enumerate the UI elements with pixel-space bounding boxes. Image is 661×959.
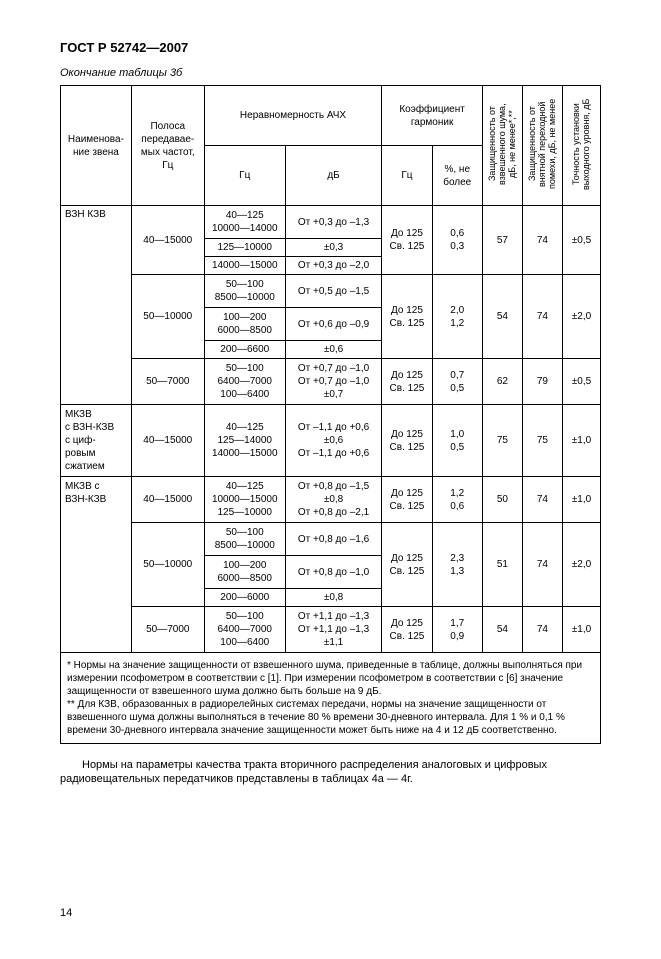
hz-cell: 40—125125—1400014000—15000 [204,405,285,477]
db-cell: ±0,3 [285,239,382,257]
hz-cell: 50—1006400—7000100—6400 [204,607,285,653]
band-cell: 50—10000 [131,275,204,359]
band-cell: 40—15000 [131,206,204,275]
hz-cell: 100—2006000—8500 [204,556,285,589]
cross-cell: 79 [522,359,562,405]
db-cell: От –1,1 до +0,6±0,6От –1,1 до +0,6 [285,405,382,477]
table-caption: Окончание таблицы 3б [60,67,601,79]
table-note: * Нормы на значение защищенности от взве… [61,653,601,744]
noise-cell: 75 [482,405,522,477]
acc-cell: ±0,5 [562,206,600,275]
col-harm: Коэффициентгармоник [399,104,465,128]
col-name: Наименова-ние звена [68,134,124,158]
acc-cell: ±0,5 [562,359,600,405]
db-cell: ±0,8 [285,589,382,607]
khz-cell: До 125Св. 125 [382,477,432,523]
db-cell: От +0,6 до –0,9 [285,308,382,341]
khz-cell: До 125Св. 125 [382,206,432,275]
col-afc: Неравномерность АЧХ [240,110,346,121]
hz-cell: 50—1008500—10000 [204,523,285,556]
band-cell: 40—15000 [131,405,204,477]
cross-cell: 75 [522,405,562,477]
sub-hz: Гц [239,170,250,181]
kpc-cell: 1,00,5 [432,405,482,477]
acc-cell: ±2,0 [562,275,600,359]
db-cell: От +0,5 до –1,5 [285,275,382,308]
col-noise: Защищенность отвзвешенного шума,дБ, не м… [487,89,517,199]
band-cell: 40—15000 [131,477,204,523]
hz-cell: 50—1008500—10000 [204,275,285,308]
kpc-cell: 0,60,3 [432,206,482,275]
hz-cell: 200—6600 [204,341,285,359]
cross-cell: 74 [522,607,562,653]
khz-cell: До 125Св. 125 [382,275,432,359]
db-cell: От +0,8 до –1,6 [285,523,382,556]
db-cell: ±0,6 [285,341,382,359]
noise-cell: 51 [482,523,522,607]
acc-cell: ±2,0 [562,523,600,607]
sub-db: дБ [327,170,339,181]
khz-cell: До 125Св. 125 [382,523,432,607]
noise-cell: 57 [482,206,522,275]
cross-cell: 74 [522,477,562,523]
band-cell: 50—7000 [131,359,204,405]
sub-pct: %, неболее [443,164,471,188]
hz-cell: 40—12510000—15000125—10000 [204,477,285,523]
hz-cell: 14000—15000 [204,257,285,275]
noise-cell: 54 [482,607,522,653]
band-cell: 50—10000 [131,523,204,607]
noise-cell: 50 [482,477,522,523]
page-number: 14 [60,907,601,919]
kpc-cell: 1,70,9 [432,607,482,653]
acc-cell: ±1,0 [562,477,600,523]
name-cell: МКЗВ сВЗН-КЗВ [61,477,132,653]
db-cell: От +0,3 до –1,3 [285,206,382,239]
db-cell: От +0,8 до –1,0 [285,556,382,589]
khz-cell: До 125Св. 125 [382,359,432,405]
spec-table: Наименова-ние звена Полосапередавае-мых … [60,85,601,744]
khz-cell: До 125Св. 125 [382,405,432,477]
cross-cell: 74 [522,275,562,359]
acc-cell: ±1,0 [562,405,600,477]
band-cell: 50—7000 [131,607,204,653]
name-cell: ВЗН КЗВ [61,206,132,405]
hz-cell: 125—10000 [204,239,285,257]
db-cell: От +0,3 до –2,0 [285,257,382,275]
hz-cell: 40—12510000—14000 [204,206,285,239]
col-band: Полосапередавае-мых частот,Гц [141,121,195,171]
acc-cell: ±1,0 [562,607,600,653]
db-cell: От +0,8 до –1,5±0,8От +0,8 до –2,1 [285,477,382,523]
db-cell: От +0,7 до –1,0От +0,7 до –1,0±0,7 [285,359,382,405]
hz-cell: 50—1006400—7000100—6400 [204,359,285,405]
body-paragraph: Нормы на параметры качества тракта втори… [60,758,601,787]
db-cell: От +1,1 до –1,3От +1,1 до –1,3±1,1 [285,607,382,653]
hz-cell: 200—6000 [204,589,285,607]
khz-cell: До 125Св. 125 [382,607,432,653]
hz-cell: 100—2006000—8500 [204,308,285,341]
doc-header: ГОСТ Р 52742—2007 [60,40,601,55]
kpc-cell: 2,31,3 [432,523,482,607]
noise-cell: 54 [482,275,522,359]
cross-cell: 74 [522,523,562,607]
kpc-cell: 0,70,5 [432,359,482,405]
cross-cell: 74 [522,206,562,275]
sub-khz: Гц [401,170,412,181]
kpc-cell: 1,20,6 [432,477,482,523]
col-accuracy: Точность установкивыходного уровня, дБ [571,89,591,199]
kpc-cell: 2,01,2 [432,275,482,359]
col-crosstalk: Защищенность отвнятной переходнойпомехи,… [527,89,557,199]
noise-cell: 62 [482,359,522,405]
name-cell: МКЗВс ВЗН-КЗВс циф-ровымсжатием [61,405,132,477]
